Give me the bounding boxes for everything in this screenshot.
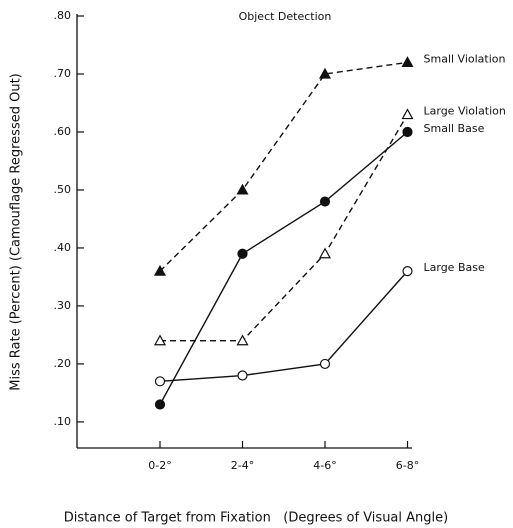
marker: [154, 399, 166, 410]
marker: [153, 334, 167, 346]
x-tick-label: 6-8°: [396, 459, 419, 472]
marker: [402, 126, 413, 138]
y-axis-label: Miss Rate (Percent) (Camouflage Regresse…: [9, 73, 24, 390]
marker: [237, 248, 248, 259]
y-tick-label: .20: [54, 357, 72, 370]
y-tick-label: .50: [54, 183, 72, 196]
series-label: Large Base: [424, 261, 485, 274]
y-tick-label: .80: [54, 9, 72, 22]
x-axis-label: Distance of Target from Fixation (Degree…: [64, 511, 448, 526]
marker: [236, 183, 249, 195]
y-tick-label: .60: [54, 125, 72, 138]
marker: [402, 266, 413, 277]
y-tick-label: .10: [54, 415, 72, 428]
series-label: Small Base: [424, 122, 485, 135]
marker: [318, 247, 332, 259]
x-tick-label: 2-4°: [231, 459, 254, 472]
y-tick-label: .70: [54, 67, 72, 80]
series-line: [160, 114, 409, 342]
marker: [401, 56, 414, 67]
marker: [319, 358, 331, 370]
marker: [318, 67, 332, 79]
chart-title: Object Detection: [239, 10, 332, 23]
y-tick-label: .40: [54, 241, 72, 254]
marker: [153, 264, 167, 276]
marker: [401, 108, 414, 120]
y-tick-label: .30: [54, 299, 72, 312]
series-line: [159, 61, 408, 272]
x-tick-label: 4-6°: [313, 459, 336, 472]
series-label: Small Violation: [424, 52, 506, 65]
series-line: [159, 270, 409, 383]
x-tick-label: 0-2°: [148, 459, 171, 472]
marker: [236, 334, 249, 346]
marker: [237, 370, 248, 381]
series-label: Large Violation: [424, 105, 506, 118]
marker: [154, 376, 166, 387]
marker: [319, 196, 331, 207]
series-line: [159, 131, 408, 405]
